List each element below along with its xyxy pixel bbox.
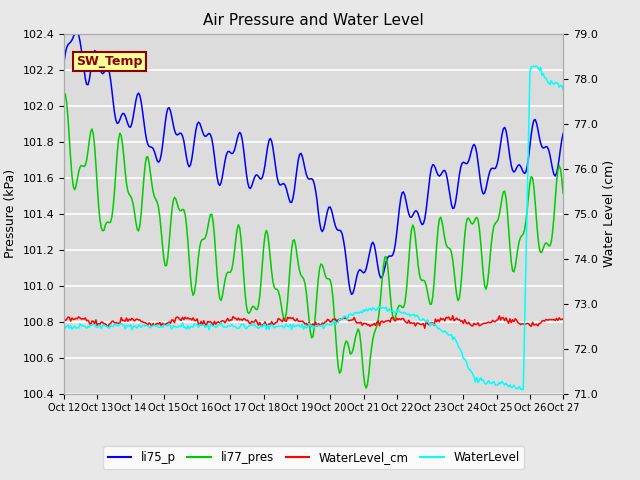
Y-axis label: Water Level (cm): Water Level (cm) [604, 160, 616, 267]
Text: SW_Temp: SW_Temp [77, 55, 143, 68]
Legend: li75_p, li77_pres, WaterLevel_cm, WaterLevel: li75_p, li77_pres, WaterLevel_cm, WaterL… [103, 446, 524, 469]
Y-axis label: Pressure (kPa): Pressure (kPa) [4, 169, 17, 258]
Title: Air Pressure and Water Level: Air Pressure and Water Level [204, 13, 424, 28]
